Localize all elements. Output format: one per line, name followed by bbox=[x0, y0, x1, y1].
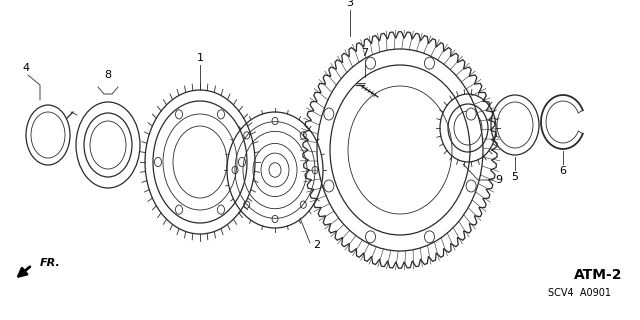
Text: 3: 3 bbox=[346, 0, 353, 8]
Text: 1: 1 bbox=[196, 53, 204, 63]
Ellipse shape bbox=[365, 57, 376, 69]
Text: FR.: FR. bbox=[40, 258, 61, 268]
Text: 4: 4 bbox=[22, 63, 29, 73]
Text: 2: 2 bbox=[313, 240, 320, 250]
Ellipse shape bbox=[466, 180, 476, 192]
Text: ATM-2: ATM-2 bbox=[573, 268, 622, 282]
Text: SCV4  A0901: SCV4 A0901 bbox=[548, 288, 611, 298]
Ellipse shape bbox=[424, 231, 435, 243]
Text: 6: 6 bbox=[559, 166, 566, 176]
Ellipse shape bbox=[324, 180, 334, 192]
Ellipse shape bbox=[324, 108, 334, 120]
Text: 7: 7 bbox=[362, 48, 369, 58]
Text: 5: 5 bbox=[511, 172, 518, 182]
Ellipse shape bbox=[466, 108, 476, 120]
Ellipse shape bbox=[365, 231, 376, 243]
Text: 9: 9 bbox=[495, 175, 502, 185]
Text: 8: 8 bbox=[104, 70, 111, 80]
Ellipse shape bbox=[424, 57, 435, 69]
